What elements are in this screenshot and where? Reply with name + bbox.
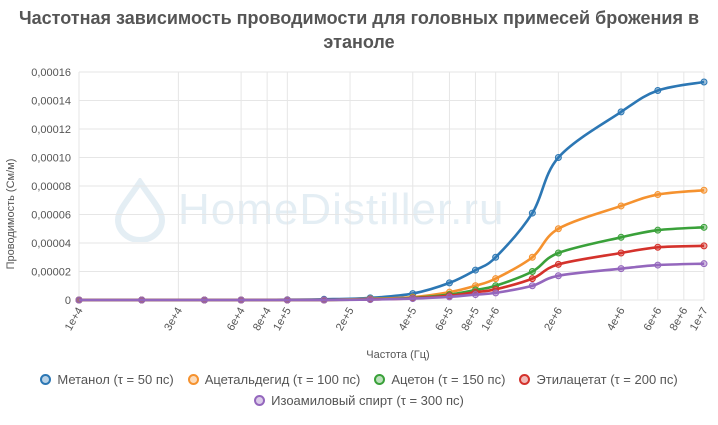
series-3-point[interactable] <box>554 260 562 268</box>
axes: 0 0,00002 0,00004 0,00006 0,00008 0,00010 0,00… <box>31 67 710 333</box>
series-1-point[interactable] <box>492 275 500 283</box>
series-4-point[interactable] <box>554 272 562 280</box>
x-tick-label: 6e+4 <box>225 306 248 333</box>
series-3-point[interactable] <box>700 242 708 250</box>
series-2-point[interactable] <box>554 249 562 257</box>
series-0-point[interactable] <box>554 154 562 161</box>
legend-item-0[interactable]: Метанол (τ = 50 пс) <box>40 372 174 387</box>
series-4-point[interactable] <box>283 296 291 304</box>
legend-item-4[interactable]: Изоамиловый спирт (τ = 300 пс) <box>254 393 464 408</box>
x-tick-label: 8e+4 <box>251 306 274 333</box>
x-tick-label: 1e+5 <box>271 306 294 333</box>
series-line-0 <box>78 80 705 302</box>
x-tick-label: 8e+5 <box>459 306 482 333</box>
series-0-point[interactable] <box>654 87 662 95</box>
x-tick-label: 1e+7 <box>688 306 711 333</box>
legend-item-2[interactable]: Ацетон (τ = 150 пс) <box>374 372 505 387</box>
series-4-point[interactable] <box>528 282 536 290</box>
series-line-2 <box>78 226 705 302</box>
x-tick-label: 3e+4 <box>162 306 185 333</box>
legend-label: Метанол (τ = 50 пс) <box>57 372 174 387</box>
y-axis-label: Проводимость (См/м) <box>5 159 17 270</box>
x-tick-label: 4e+6 <box>605 306 628 333</box>
series-4-point[interactable] <box>654 261 662 269</box>
legend-label: Ацетон (τ = 150 пс) <box>391 372 506 387</box>
grid-lines <box>78 71 705 301</box>
x-axis-label: Частота (Гц) <box>366 349 429 361</box>
chart-title: Частотная зависимость проводимости для г… <box>0 6 718 54</box>
series-4-point[interactable] <box>138 296 146 304</box>
chart-title-line-2: этаноле <box>323 32 395 52</box>
legend-label: Этилацетат (τ = 200 пс) <box>536 372 678 387</box>
series-line-1 <box>78 188 705 302</box>
series-2-point[interactable] <box>700 223 708 231</box>
series-2-point[interactable] <box>654 226 662 234</box>
legend-swatch-icon <box>519 374 531 385</box>
series-3-point[interactable] <box>617 249 625 257</box>
legend-row: Метанол (τ = 50 пс) Ацетальдегид (τ = 100… <box>0 372 718 387</box>
y-tick-label: 0 <box>65 295 71 307</box>
y-tick-label: 0,00004 <box>31 238 71 250</box>
x-tick-label: 6e+6 <box>642 306 665 333</box>
series-1-point[interactable] <box>528 253 536 261</box>
series-4-point[interactable] <box>200 296 208 304</box>
x-tick-label: 2e+5 <box>334 306 357 333</box>
series-4-point[interactable] <box>700 260 708 268</box>
y-tick-label: 0,00010 <box>31 153 71 165</box>
series-line-4 <box>78 262 705 302</box>
legend: Метанол (τ = 50 пс) Ацетальдегид (τ = 100… <box>0 372 718 414</box>
series-layer <box>75 78 708 304</box>
series-4-point[interactable] <box>445 293 453 301</box>
series-4-point[interactable] <box>617 265 625 273</box>
series-4-point[interactable] <box>366 296 374 304</box>
series-0-point[interactable] <box>492 253 500 261</box>
series-4-point[interactable] <box>471 291 479 299</box>
x-tick-label: 4e+5 <box>397 306 420 333</box>
x-tick-label: 2e+6 <box>542 306 565 333</box>
legend-swatch-icon <box>40 374 52 385</box>
series-1-point[interactable] <box>554 225 562 233</box>
series-0-point[interactable] <box>617 108 625 116</box>
series-0-point[interactable] <box>445 279 453 287</box>
series-3-point[interactable] <box>654 243 662 251</box>
series-0-point[interactable] <box>700 78 708 86</box>
legend-label: Ацетальдегид (τ = 100 пс) <box>204 372 361 387</box>
series-1-point[interactable] <box>654 191 662 199</box>
series-1-point[interactable] <box>700 186 708 194</box>
y-tick-label: 0,00014 <box>31 96 71 108</box>
series-4-point[interactable] <box>409 295 417 303</box>
series-line-3 <box>78 244 705 302</box>
x-tick-label: 8e+6 <box>668 306 691 333</box>
series-3-point[interactable] <box>528 275 536 283</box>
legend-swatch-icon <box>187 374 199 385</box>
series-4-point[interactable] <box>492 289 500 297</box>
x-tick-label: 1e+4 <box>63 306 86 333</box>
chart-title-line-1: Частотная зависимость проводимости для г… <box>18 8 700 28</box>
y-tick-label: 0,00016 <box>31 67 71 79</box>
y-tick-label: 0,00012 <box>31 124 71 136</box>
y-tick-label: 0,00008 <box>31 181 71 193</box>
x-tick-label: 1e+6 <box>479 306 502 333</box>
series-4-point[interactable] <box>320 296 328 304</box>
series-2-point[interactable] <box>528 268 536 275</box>
legend-item-1[interactable]: Ацетальдегид (τ = 100 пс) <box>187 372 361 387</box>
series-0-point[interactable] <box>471 266 479 274</box>
series-4-point[interactable] <box>75 296 83 304</box>
series-4-point[interactable] <box>237 296 245 304</box>
legend-label: Изоамиловый спирт (τ = 300 пс) <box>271 393 464 408</box>
y-tick-label: 0,00002 <box>31 267 71 279</box>
y-tick-label: 0,00006 <box>31 210 71 222</box>
legend-row: Изоамиловый спирт (τ = 300 пс) <box>0 393 718 408</box>
legend-item-3[interactable]: Этилацетат (τ = 200 пс) <box>519 372 678 387</box>
series-1-point[interactable] <box>617 202 625 210</box>
chart-canvas: 0 0,00002 0,00004 0,00006 0,00008 0,00010 0,00… <box>5 67 711 361</box>
legend-swatch-icon <box>374 374 386 385</box>
legend-swatch-icon <box>254 395 266 406</box>
x-tick-label: 6e+5 <box>433 306 456 333</box>
series-0-point[interactable] <box>528 209 536 217</box>
series-2-point[interactable] <box>617 233 625 241</box>
